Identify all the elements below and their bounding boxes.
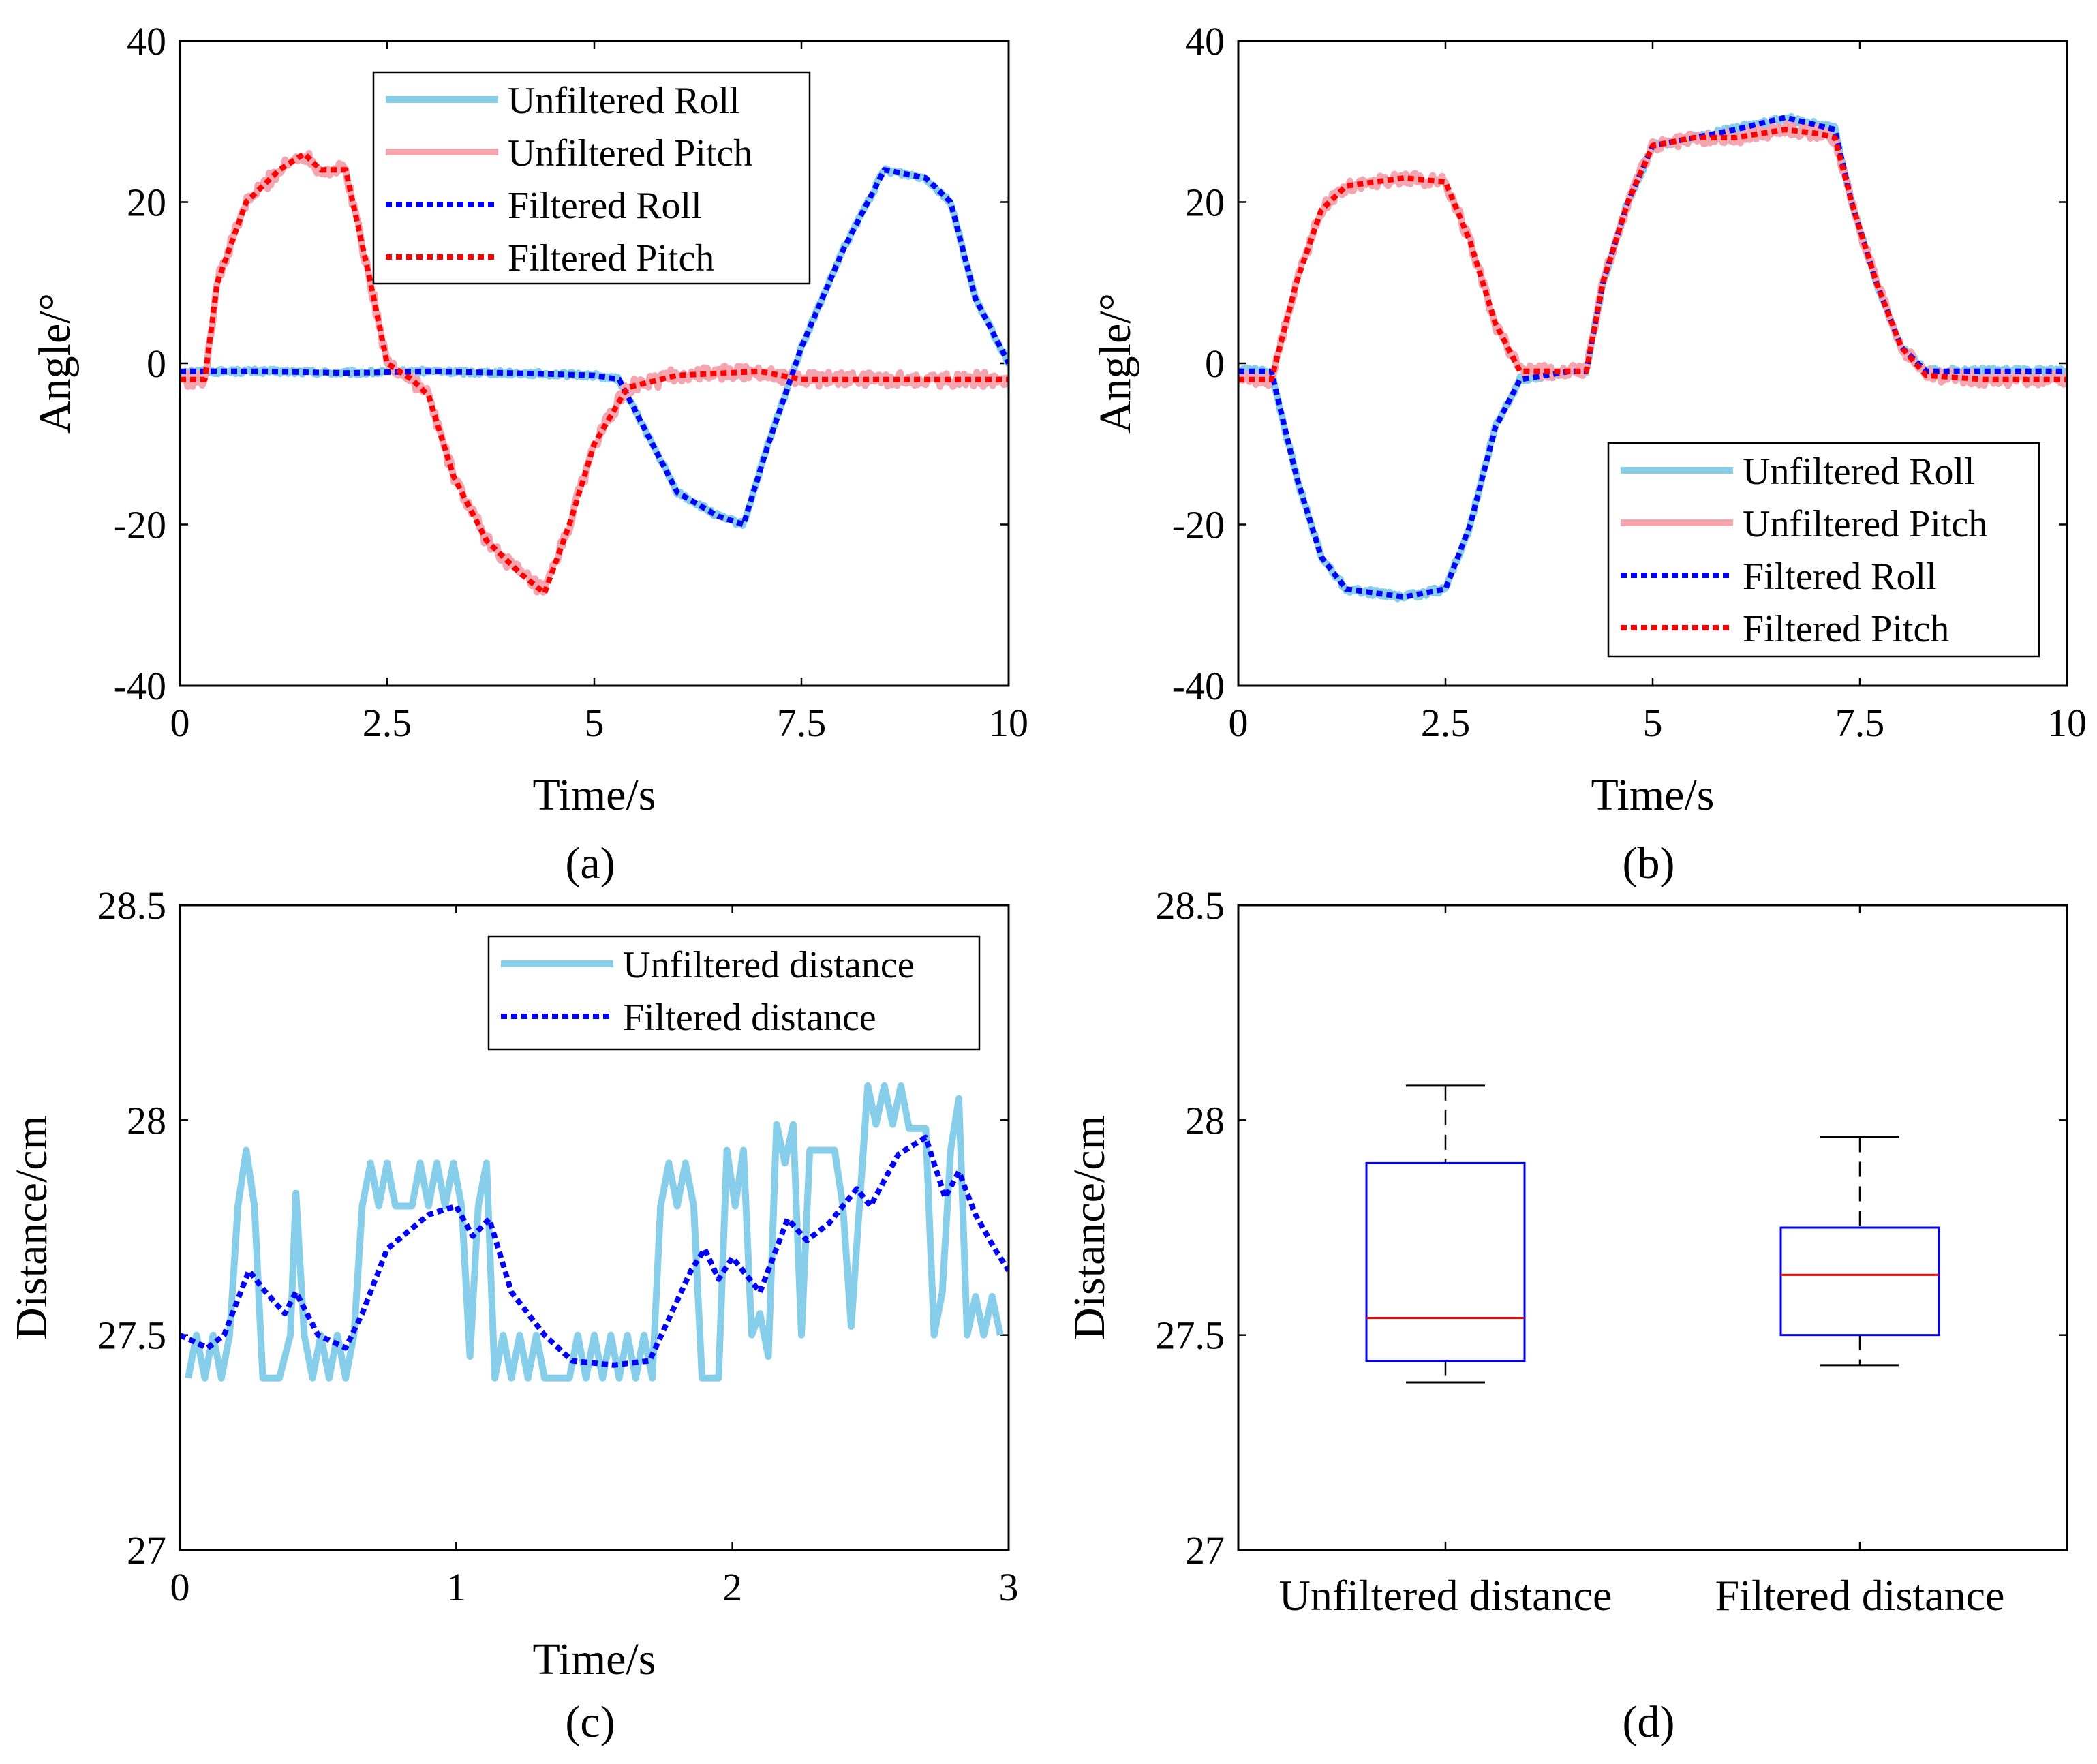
x-tick-label: 10	[2047, 701, 2087, 745]
plot-frame	[179, 904, 1010, 1551]
legend-entry: Filtered Roll	[1743, 556, 1937, 598]
x-tick-label: 0	[170, 701, 190, 745]
y-axis-label: Distance/cm	[7, 1115, 57, 1340]
panel-caption: (a)	[565, 838, 615, 888]
x-tick-label: 0	[170, 1565, 190, 1609]
y-tick-label: 20	[1185, 181, 1225, 225]
x-tick-label: 7.5	[777, 701, 827, 745]
y-tick-label: 20	[127, 181, 166, 225]
box-filtered-distance	[1779, 1136, 1940, 1367]
x-tick-label: Unfiltered distance	[1279, 1571, 1612, 1619]
y-tick-label: -20	[114, 503, 166, 547]
x-axis-label: Time/s	[533, 770, 656, 820]
legend-entry: Filtered distance	[623, 997, 876, 1039]
legend: Unfiltered Roll Unfiltered Pitch Filtered …	[372, 71, 811, 285]
x-tick-label: 5	[585, 701, 604, 745]
y-tick-label: 27.5	[97, 1313, 167, 1358]
panel-caption: (c)	[565, 1697, 615, 1747]
panel-caption: (d)	[1623, 1697, 1675, 1747]
x-tick-label: 3	[999, 1565, 1019, 1609]
x-tick-label: 2.5	[363, 701, 412, 745]
legend-entry: Filtered Pitch	[1743, 608, 1949, 650]
series-line-filtered-roll	[180, 167, 1009, 528]
plot-frame	[1237, 40, 2068, 687]
x-tick-label: 10	[989, 701, 1028, 745]
plot-area	[1238, 905, 2067, 1550]
y-tick-label: 27.5	[1156, 1313, 1225, 1358]
chart-c: 27 27.5 28 28.5 0 1 2 3 Unfiltered distance Filte…	[7, 883, 1019, 1747]
x-axis-label: Time/s	[1591, 770, 1715, 820]
plot-frame	[179, 40, 1010, 687]
series-line-unfiltered-pitch	[1238, 120, 2067, 389]
x-tick-label: 5	[1643, 701, 1663, 745]
iqr-box	[1779, 1226, 1940, 1337]
y-tick-label: 40	[127, 19, 166, 63]
legend-entry: Unfiltered Roll	[1743, 451, 1975, 493]
series-line-unfiltered-distance	[185, 1082, 1004, 1382]
iqr-box	[1365, 1161, 1526, 1363]
y-axis-label: Distance/cm	[1065, 1115, 1114, 1340]
y-axis-label: Angle/°	[30, 293, 80, 434]
y-tick-label: -20	[1172, 503, 1225, 547]
legend-box	[1607, 442, 2040, 658]
series-line-filtered-pitch	[1238, 127, 2067, 382]
y-axis-label: Angle/°	[1090, 293, 1140, 434]
x-axis-label: Time/s	[533, 1634, 656, 1684]
x-tick-label: 7.5	[1835, 701, 1885, 745]
legend-box	[372, 71, 811, 285]
y-tick-label: -40	[1172, 664, 1225, 708]
legend-entry: Unfiltered distance	[623, 944, 915, 986]
panel-caption: (b)	[1623, 838, 1675, 888]
y-tick-label: -40	[114, 664, 166, 708]
y-tick-label: 0	[1205, 341, 1225, 386]
series-group	[1238, 112, 2067, 603]
legend: Unfiltered Roll Unfiltered Pitch Filtered …	[1607, 442, 2040, 658]
legend-box	[487, 935, 981, 1051]
legend-entry: Unfiltered Pitch	[1743, 503, 1987, 545]
legend-entry: Filtered Roll	[508, 185, 702, 227]
x-tick-label: 1	[446, 1565, 466, 1609]
y-tick-label: 40	[1185, 19, 1225, 63]
y-tick-label: 27	[1185, 1528, 1225, 1572]
series-line-filtered-distance	[180, 1134, 1009, 1368]
x-tick-label: 2	[722, 1565, 742, 1609]
plot-frame	[1237, 904, 2068, 1551]
x-tick-label: Filtered distance	[1715, 1571, 2005, 1619]
box-unfiltered-distance	[1365, 1084, 1526, 1384]
legend-entry: Unfiltered Pitch	[508, 132, 752, 174]
series-group	[180, 1082, 1009, 1382]
y-tick-label: 27	[127, 1528, 166, 1572]
x-tick-label: 0	[1229, 701, 1249, 745]
y-tick-label: 28.5	[97, 883, 167, 928]
y-tick-label: 28.5	[1156, 883, 1225, 928]
legend-entry: Unfiltered Roll	[508, 80, 740, 122]
chart-d: 27 27.5 28 28.5 Unfiltered distance Filtered …	[1065, 883, 2068, 1747]
y-tick-label: 28	[127, 1098, 166, 1142]
y-tick-label: 28	[1185, 1098, 1225, 1142]
series-group	[180, 150, 1009, 596]
x-tick-label: 2.5	[1421, 701, 1471, 745]
legend-entry: Filtered Pitch	[508, 237, 714, 279]
y-tick-label: 0	[147, 341, 166, 386]
series-line-filtered-pitch	[180, 151, 1009, 596]
legend: Unfiltered distance Filtered distance	[487, 935, 981, 1051]
